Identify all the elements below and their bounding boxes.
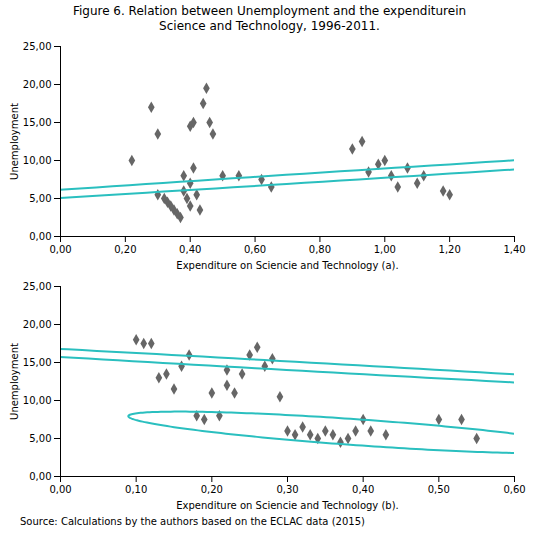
svg-text:20,00: 20,00 (23, 319, 52, 330)
svg-text:0,00: 0,00 (29, 471, 51, 482)
svg-text:0,00: 0,00 (49, 244, 71, 255)
svg-text:Expenditure on Sciencie and Te: Expenditure on Sciencie and Technology (… (176, 500, 399, 511)
svg-text:0,40: 0,40 (179, 244, 201, 255)
svg-text:5,00: 5,00 (29, 193, 51, 204)
svg-text:1,40: 1,40 (503, 244, 525, 255)
svg-text:0,20: 0,20 (201, 484, 223, 495)
svg-text:0,60: 0,60 (244, 244, 266, 255)
svg-text:Expenditure on Sciencie and Te: Expenditure on Sciencie and Technology (… (176, 260, 398, 271)
svg-text:25,00: 25,00 (23, 281, 52, 292)
svg-text:Unemployment: Unemployment (9, 103, 20, 180)
svg-text:0,50: 0,50 (428, 484, 450, 495)
svg-text:0,30: 0,30 (276, 484, 298, 495)
svg-text:0,40: 0,40 (352, 484, 374, 495)
svg-text:15,00: 15,00 (23, 357, 52, 368)
svg-text:10,00: 10,00 (23, 395, 52, 406)
svg-text:0,80: 0,80 (309, 244, 331, 255)
html-text:Science and Technology, 1996-2: Science and Technology, 1996-2011. (159, 19, 380, 33)
svg-text:1,20: 1,20 (439, 244, 461, 255)
svg-text:10,00: 10,00 (23, 155, 52, 166)
svg-text:1,00: 1,00 (374, 244, 396, 255)
svg-text:5,00: 5,00 (29, 433, 51, 444)
html-text:Figure 6. Relation between Une: Figure 6. Relation between Unemployment … (72, 4, 467, 18)
svg-text:0,00: 0,00 (49, 484, 71, 495)
svg-text:0,60: 0,60 (503, 484, 525, 495)
html-text:Source: Calculations by the au: Source: Calculations by the authors base… (20, 516, 365, 527)
svg-text:15,00: 15,00 (23, 117, 52, 128)
svg-text:25,00: 25,00 (23, 41, 52, 52)
svg-text:0,20: 0,20 (114, 244, 136, 255)
svg-text:20,00: 20,00 (23, 79, 52, 90)
svg-text:Unemployment: Unemployment (9, 343, 20, 420)
svg-text:0,00: 0,00 (29, 231, 51, 242)
svg-text:0,10: 0,10 (125, 484, 147, 495)
